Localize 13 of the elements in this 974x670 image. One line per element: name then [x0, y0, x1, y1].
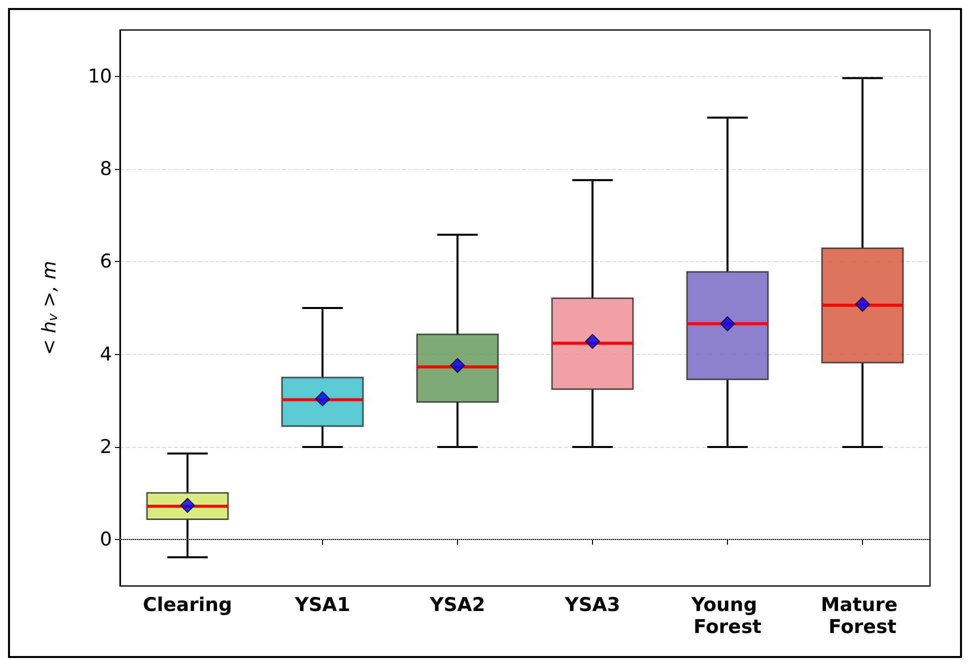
y-tick-label: 8: [100, 158, 112, 180]
x-tick-label: Clearing: [142, 594, 232, 616]
y-tick-label: 4: [100, 343, 112, 366]
y-tick-label: 6: [100, 250, 112, 273]
x-tick-label: YSA2: [428, 594, 486, 616]
y-tick-label: 10: [88, 65, 112, 88]
x-tick-label: YSA1: [294, 594, 350, 616]
y-tick-label: 0: [100, 528, 112, 551]
x-tick-label: Young Forest: [690, 594, 764, 638]
x-tick-label: YSA3: [564, 594, 620, 616]
y-axis-title: < hv >, m: [38, 260, 61, 356]
y-tick-label: 2: [100, 436, 112, 458]
x-tick-label: Mature Forest: [820, 594, 904, 638]
